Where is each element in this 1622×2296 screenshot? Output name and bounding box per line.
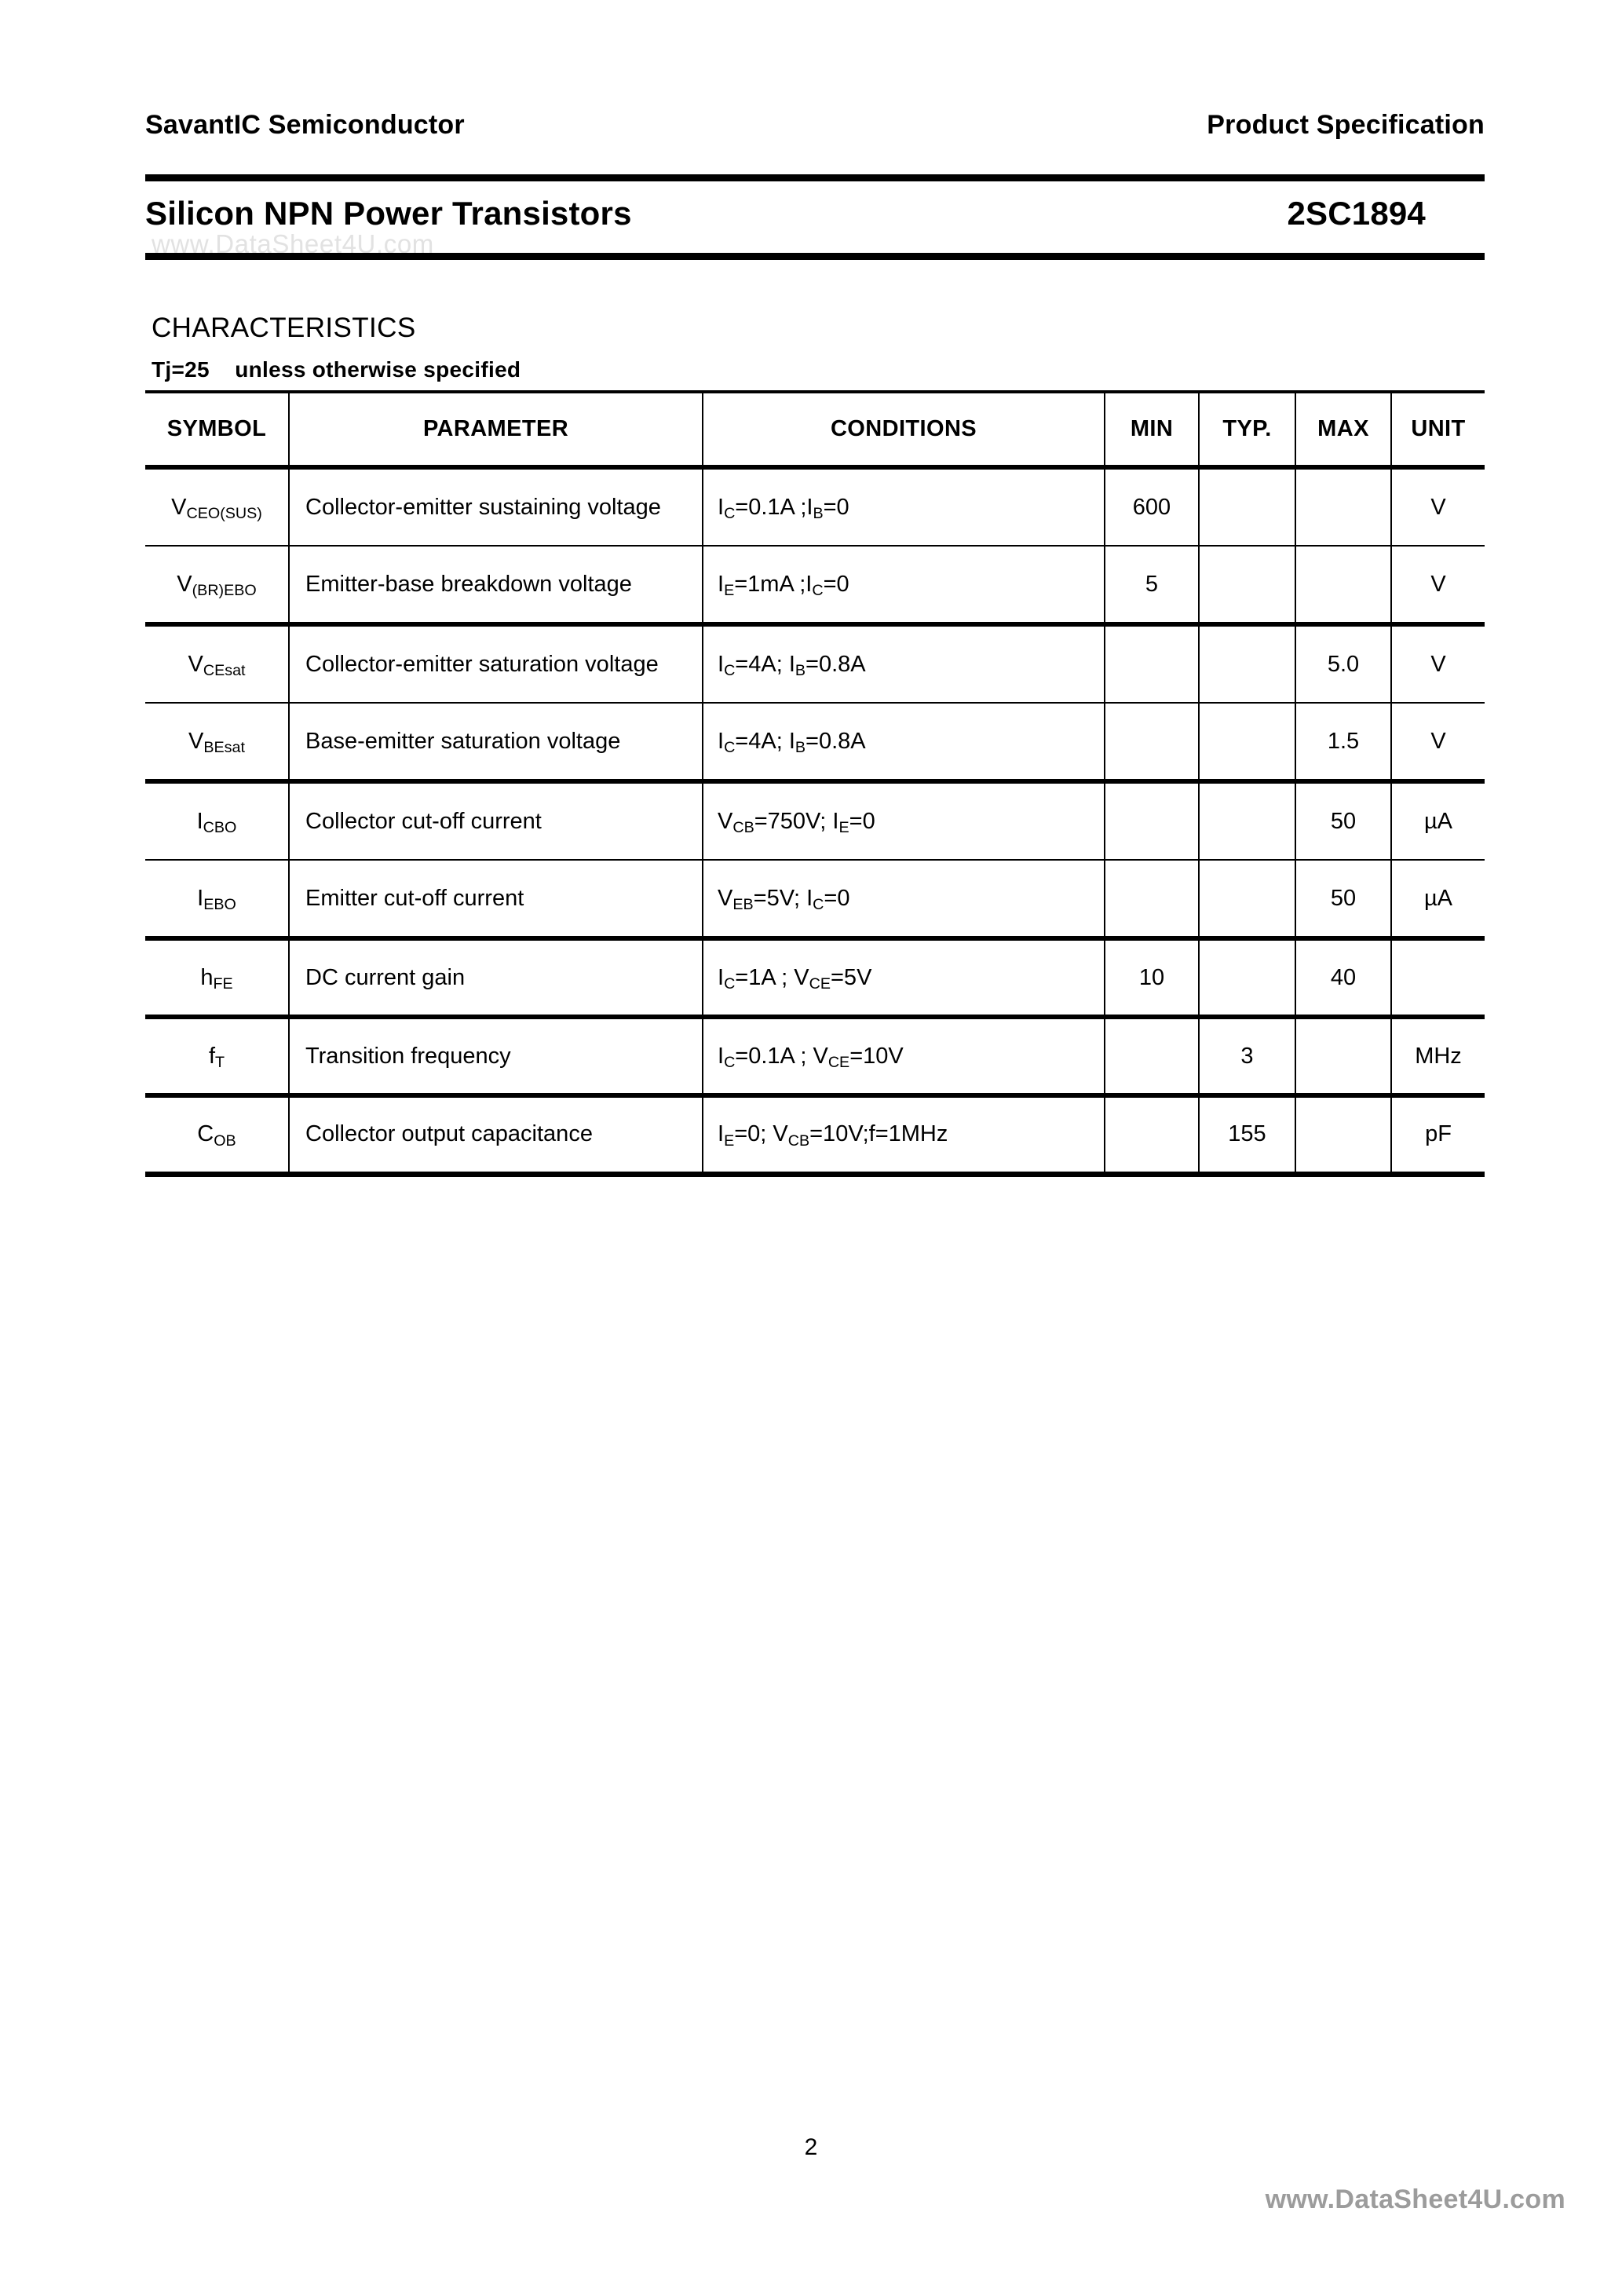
cell-conditions: VEB=5V; IC=0 (702, 860, 1105, 941)
characteristics-table: SYMBOL PARAMETER CONDITIONS MIN TYP. MAX… (145, 390, 1485, 1177)
cell-max (1295, 467, 1391, 547)
cell-parameter: Collector cut-off current (288, 781, 703, 861)
cell-typ: 3 (1198, 1017, 1295, 1098)
cell-parameter: Transition frequency (288, 1017, 703, 1098)
column-header-max: MAX (1295, 390, 1391, 470)
cell-symbol: VCEsat (145, 624, 289, 704)
cell-unit: pF (1390, 1095, 1485, 1177)
cell-min (1104, 624, 1199, 704)
cell-typ: 155 (1198, 1095, 1295, 1177)
cell-conditions: IE=0; VCB=10V;f=1MHz (702, 1095, 1105, 1177)
column-header-symbol: SYMBOL (145, 390, 289, 470)
cell-unit: V (1390, 624, 1485, 704)
cell-unit: V (1390, 467, 1485, 547)
page-title: Silicon NPN Power Transistors (145, 195, 632, 232)
cell-symbol: VCEO(SUS) (145, 467, 289, 547)
cell-symbol: fT (145, 1017, 289, 1098)
cell-unit: µA (1390, 860, 1485, 941)
column-header-min: MIN (1104, 390, 1199, 470)
cell-typ (1198, 938, 1295, 1019)
cell-typ (1198, 546, 1295, 627)
cell-symbol: V(BR)EBO (145, 546, 289, 627)
header-divider-top (145, 174, 1485, 181)
document-type: Product Specification (1207, 110, 1485, 140)
cell-min: 5 (1104, 546, 1199, 627)
title-row: Silicon NPN Power Transistors 2SC1894 (145, 195, 1485, 232)
cell-conditions: IC=1A ; VCE=5V (702, 938, 1105, 1019)
cell-unit: MHz (1390, 1017, 1485, 1098)
cell-min (1104, 1017, 1199, 1098)
cell-parameter: Collector output capacitance (288, 1095, 703, 1177)
cell-max (1295, 546, 1391, 627)
cell-max: 1.5 (1295, 703, 1391, 784)
cell-symbol: ICBO (145, 781, 289, 861)
cell-min (1104, 781, 1199, 861)
cell-typ (1198, 860, 1295, 941)
cell-unit: V (1390, 703, 1485, 784)
table-row: fT Transition frequency IC=0.1A ; VCE=10V 3… (145, 1017, 1485, 1098)
part-number: 2SC1894 (1287, 195, 1426, 232)
table-row: V(BR)EBO Emitter-base breakdown voltage IE… (145, 546, 1485, 627)
cell-max (1295, 1095, 1391, 1177)
cell-parameter: DC current gain (288, 938, 703, 1019)
cell-typ (1198, 467, 1295, 547)
cell-parameter: Collector-emitter sustaining voltage (288, 467, 703, 547)
cell-symbol: IEBO (145, 860, 289, 941)
table-row: VCEO(SUS) Collector-emitter sustaining vo… (145, 467, 1485, 547)
cell-min: 600 (1104, 467, 1199, 547)
cell-conditions: IC=4A; IB=0.8A (702, 703, 1105, 784)
table-row: hFE DC current gain IC=1A ; VCE=5V 10 40 (145, 938, 1485, 1019)
cell-typ (1198, 781, 1295, 861)
cell-max (1295, 1017, 1391, 1098)
table-row: VCEsat Collector-emitter saturation volta… (145, 624, 1485, 704)
cell-conditions: VCB=750V; IE=0 (702, 781, 1105, 861)
cell-min: 10 (1104, 938, 1199, 1019)
cell-unit (1390, 938, 1485, 1019)
table-row: ICBO Collector cut-off current VCB=750V; I… (145, 781, 1485, 861)
document-header: SavantIC Semiconductor Product Specifica… (145, 110, 1485, 141)
cell-parameter: Base-emitter saturation voltage (288, 703, 703, 784)
header-divider-bottom (145, 253, 1485, 260)
cell-parameter: Emitter-base breakdown voltage (288, 546, 703, 627)
page-number: 2 (804, 2134, 818, 2160)
cell-parameter: Emitter cut-off current (288, 860, 703, 941)
table-row: IEBO Emitter cut-off current VEB=5V; IC=0 5… (145, 860, 1485, 941)
cell-conditions: IC=0.1A ; VCE=10V (702, 1017, 1105, 1098)
cell-conditions: IC=0.1A ;IB=0 (702, 467, 1105, 547)
column-header-unit: UNIT (1390, 390, 1485, 470)
temperature-note: Tj=25 unless otherwise specified (152, 357, 521, 382)
cell-conditions: IE=1mA ;IC=0 (702, 546, 1105, 627)
cell-symbol: COB (145, 1095, 289, 1177)
table-row: VBEsat Base-emitter saturation voltage IC=… (145, 703, 1485, 784)
company-name: SavantIC Semiconductor (145, 110, 465, 140)
column-header-parameter: PARAMETER (288, 390, 703, 470)
section-heading: CHARACTERISTICS (152, 313, 416, 343)
watermark-footer: www.DataSheet4U.com (1265, 2184, 1565, 2214)
cell-conditions: IC=4A; IB=0.8A (702, 624, 1105, 704)
cell-typ (1198, 624, 1295, 704)
cell-unit: V (1390, 546, 1485, 627)
cell-max: 5.0 (1295, 624, 1391, 704)
cell-symbol: VBEsat (145, 703, 289, 784)
cell-min (1104, 1095, 1199, 1177)
cell-max: 40 (1295, 938, 1391, 1019)
cell-parameter: Collector-emitter saturation voltage (288, 624, 703, 704)
cell-max: 50 (1295, 860, 1391, 941)
cell-min (1104, 703, 1199, 784)
cell-min (1104, 860, 1199, 941)
cell-symbol: hFE (145, 938, 289, 1019)
column-header-typ: TYP. (1198, 390, 1295, 470)
table-header-row: SYMBOL PARAMETER CONDITIONS MIN TYP. MAX… (145, 390, 1485, 470)
cell-typ (1198, 703, 1295, 784)
cell-unit: µA (1390, 781, 1485, 861)
column-header-conditions: CONDITIONS (702, 390, 1105, 470)
table-row: COB Collector output capacitance IE=0; VCB… (145, 1095, 1485, 1177)
cell-max: 50 (1295, 781, 1391, 861)
